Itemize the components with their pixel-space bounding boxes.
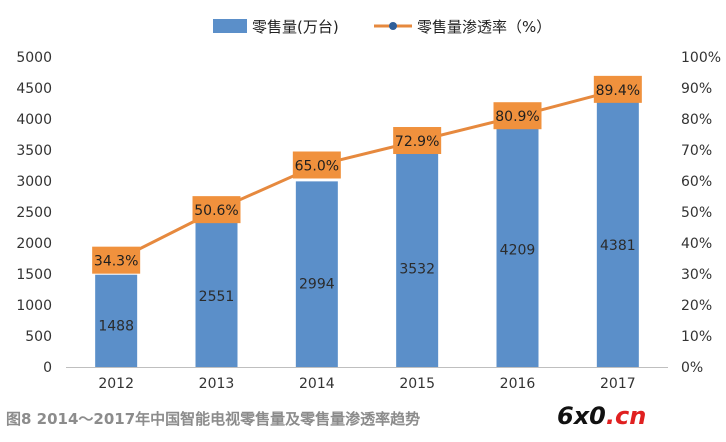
right-tick-label: 40%	[681, 236, 712, 252]
bar-value-label: 2994	[299, 276, 335, 292]
bar-value-label: 3532	[399, 261, 435, 277]
left-tick-label: 4500	[16, 81, 52, 97]
bar	[396, 148, 439, 367]
left-tick-label: 1000	[16, 298, 52, 314]
right-tick-label: 10%	[681, 329, 712, 345]
line-path	[115, 88, 619, 263]
line-value-label: 65.0%	[295, 159, 339, 175]
right-tick-label: 0%	[681, 360, 703, 376]
line-series: 34.3% 50.6% 65.0% 72.9% 80.9% 89.4%	[92, 75, 642, 274]
bar	[496, 106, 539, 368]
watermark-dot: .	[605, 402, 616, 430]
legend-line-label: 零售量渗透率（%）	[417, 18, 551, 36]
watermark-right: cn	[615, 402, 647, 430]
x-tick-label: 2012	[98, 376, 134, 392]
combo-chart: 零售量(万台) 零售量渗透率（%） 0 500 1000 1500 2000 2500 300…	[16, 18, 721, 392]
left-tick-label: 0	[43, 360, 52, 376]
left-tick-label: 3500	[16, 143, 52, 159]
right-tick-label: 70%	[681, 143, 712, 159]
legend-line-marker	[389, 22, 397, 30]
bar-value-label: 4381	[600, 238, 636, 254]
watermark-left: 6x0	[557, 402, 606, 430]
bar	[195, 208, 238, 367]
legend-bar-label: 零售量(万台)	[252, 18, 339, 36]
left-tick-label: 2500	[16, 205, 52, 221]
line-value-box	[292, 151, 341, 179]
right-tick-label: 20%	[681, 298, 712, 314]
line-value-box	[593, 75, 642, 103]
right-tick-label: 90%	[681, 81, 712, 97]
line-value-box	[493, 102, 542, 130]
line-value-label: 80.9%	[495, 109, 539, 125]
line-value-label: 50.6%	[194, 203, 238, 219]
legend-bar-swatch	[213, 19, 247, 33]
line-value-label: 89.4%	[596, 83, 640, 99]
x-tick-label: 2017	[600, 376, 636, 392]
left-axis: 0 500 1000 1500 2000 2500 3000 3500 4000 4500 5000	[16, 50, 52, 376]
x-tick-label: 2015	[399, 376, 435, 392]
x-tick-label: 2016	[500, 376, 536, 392]
left-tick-label: 3000	[16, 174, 52, 190]
left-tick-label: 1500	[16, 267, 52, 283]
left-tick-label: 4000	[16, 112, 52, 128]
figure-caption: 图8 2014～2017年中国智能电视零售量及零售量渗透率趋势	[6, 410, 421, 428]
line-value-label: 72.9%	[395, 134, 439, 150]
x-tick-label: 2014	[299, 376, 335, 392]
bar-series: 1488 2551 2994 3532 4209 4381	[95, 95, 639, 368]
x-axis: 2012 2013 2014 2015 2016 2017	[66, 367, 668, 392]
line-value-box	[92, 246, 141, 274]
right-tick-label: 100%	[681, 50, 721, 66]
watermark-logo: 6x0.cn	[557, 402, 646, 430]
bar-value-label: 4209	[500, 243, 536, 259]
bar-value-label: 1488	[98, 318, 134, 334]
legend: 零售量(万台) 零售量渗透率（%）	[213, 18, 551, 36]
right-tick-label: 80%	[681, 112, 712, 128]
bar-value-label: 2551	[199, 289, 235, 305]
left-tick-label: 500	[25, 329, 52, 345]
line-value-box	[192, 196, 241, 224]
right-tick-label: 60%	[681, 174, 712, 190]
left-tick-label: 2000	[16, 236, 52, 252]
right-axis: 0% 10% 20% 30% 40% 50% 60% 70% 80% 90% 100%	[681, 50, 721, 376]
line-value-label: 34.3%	[94, 254, 138, 270]
right-tick-label: 50%	[681, 205, 712, 221]
bar	[596, 95, 639, 368]
line-value-box	[393, 127, 442, 155]
bar	[95, 274, 138, 367]
bar	[295, 181, 338, 367]
right-tick-label: 30%	[681, 267, 712, 283]
left-tick-label: 5000	[16, 50, 52, 66]
x-tick-label: 2013	[199, 376, 235, 392]
